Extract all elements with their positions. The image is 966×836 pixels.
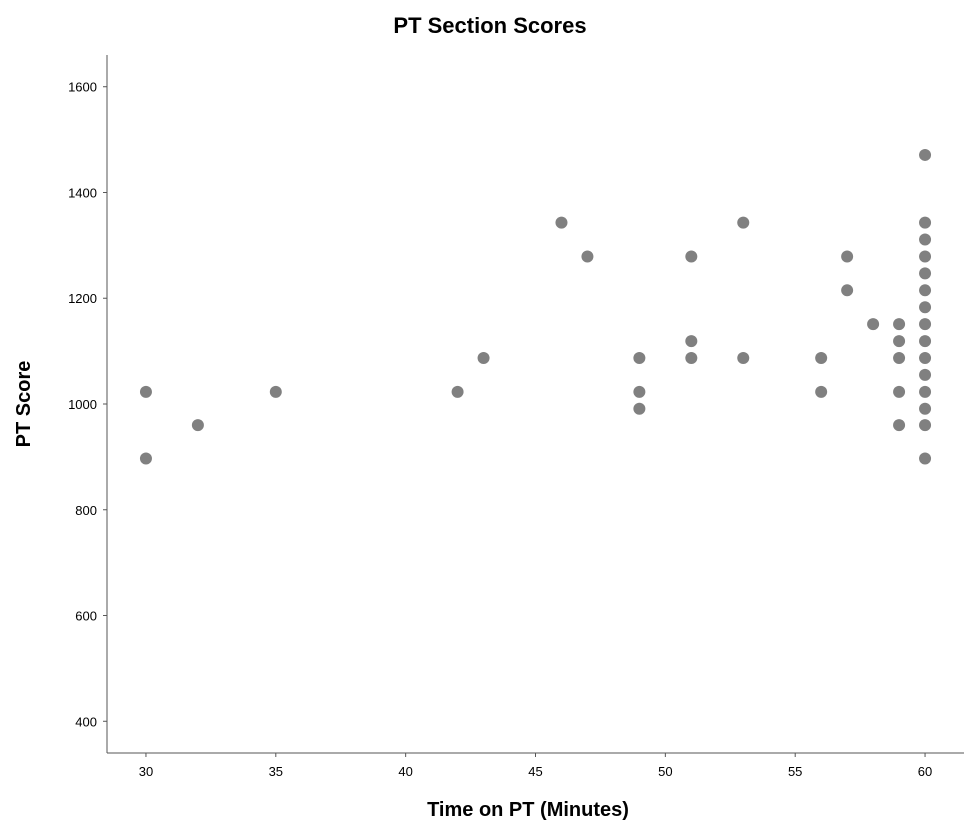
data-point	[893, 385, 906, 398]
x-axis-label: Time on PT (Minutes)	[427, 799, 629, 821]
data-point	[919, 301, 932, 314]
data-point	[919, 452, 932, 465]
chart-title: PT Section Scores	[393, 13, 586, 38]
data-point	[919, 419, 932, 432]
data-point	[737, 216, 750, 229]
data-point	[139, 385, 152, 398]
data-point	[737, 351, 750, 364]
data-point	[919, 351, 932, 364]
data-point	[581, 250, 594, 263]
y-ticks: 400 600 800 1000 1200 1400 1600	[68, 80, 107, 729]
data-point	[893, 351, 906, 364]
data-point	[919, 267, 932, 280]
data-point	[919, 148, 932, 161]
x-tick-label: 30	[139, 764, 153, 779]
data-point	[451, 385, 464, 398]
y-tick-label: 1000	[68, 397, 97, 412]
x-tick-label: 40	[398, 764, 412, 779]
data-point	[685, 351, 698, 364]
data-point	[893, 419, 906, 432]
y-axis-label: PT Score	[13, 361, 35, 448]
y-tick-label: 600	[75, 609, 97, 624]
x-tick-label: 60	[918, 764, 932, 779]
data-point	[815, 385, 828, 398]
data-point	[633, 402, 646, 415]
plot-area: 400 600 800 1000 1200 1400 1600 30 35 40 45 50 55 60	[68, 55, 964, 779]
x-tick-label: 45	[528, 764, 542, 779]
data-point	[919, 250, 932, 263]
data-point	[815, 351, 828, 364]
data-point	[919, 368, 932, 381]
x-ticks: 30 35 40 45 50 55 60	[139, 753, 932, 779]
data-point	[841, 284, 854, 297]
data-point	[919, 284, 932, 297]
data-point	[191, 419, 204, 432]
data-points	[139, 148, 932, 465]
data-point	[685, 335, 698, 348]
data-point	[633, 385, 646, 398]
data-point	[919, 233, 932, 246]
data-point	[919, 335, 932, 348]
data-point	[555, 216, 568, 229]
y-tick-label: 1400	[68, 185, 97, 200]
x-tick-label: 50	[658, 764, 672, 779]
data-point	[841, 250, 854, 263]
data-point	[919, 216, 932, 229]
data-point	[919, 402, 932, 415]
data-point	[919, 385, 932, 398]
y-tick-label: 1600	[68, 80, 97, 95]
data-point	[919, 318, 932, 331]
data-point	[139, 452, 152, 465]
data-point	[867, 318, 880, 331]
y-tick-label: 1200	[68, 291, 97, 306]
data-point	[633, 351, 646, 364]
data-point	[893, 335, 906, 348]
data-point	[685, 250, 698, 263]
y-tick-label: 400	[75, 714, 97, 729]
x-tick-label: 55	[788, 764, 802, 779]
data-point	[269, 385, 282, 398]
y-tick-label: 800	[75, 503, 97, 518]
x-tick-label: 35	[269, 764, 283, 779]
data-point	[893, 318, 906, 331]
data-point	[477, 351, 490, 364]
